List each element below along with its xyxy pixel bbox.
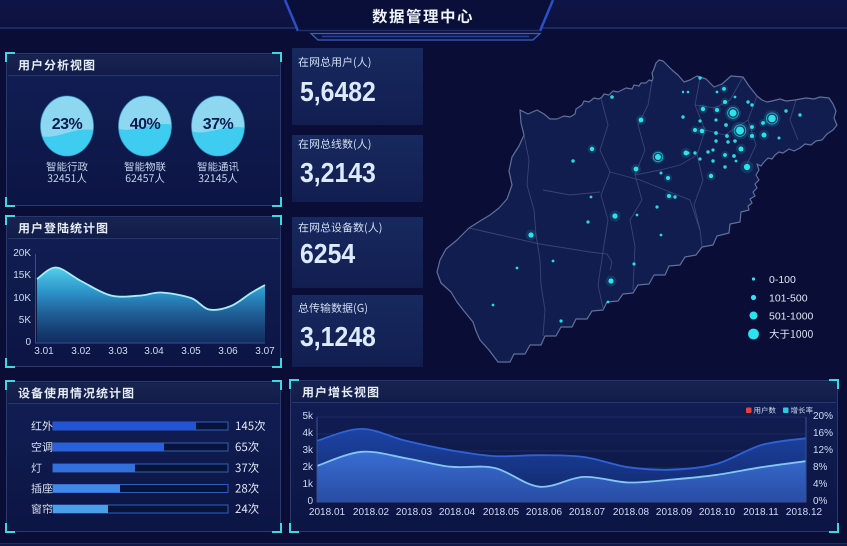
svg-text:101-500: 101-500 <box>769 292 808 304</box>
svg-text:501-1000: 501-1000 <box>769 310 814 322</box>
svg-text:0-100: 0-100 <box>769 274 796 286</box>
